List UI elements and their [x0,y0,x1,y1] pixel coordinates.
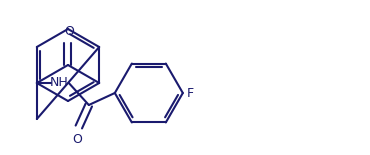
Text: NH: NH [50,75,68,89]
Text: O: O [64,25,74,38]
Text: O: O [72,133,82,146]
Text: F: F [187,86,194,100]
